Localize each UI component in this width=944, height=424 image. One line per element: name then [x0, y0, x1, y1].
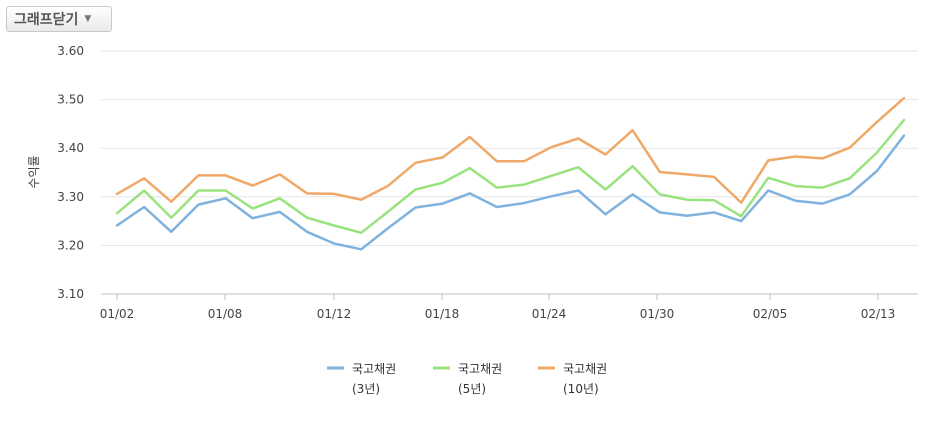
- y-tick-label: 3.60: [57, 44, 84, 58]
- legend-sub: (5년): [458, 382, 486, 396]
- y-tick-label: 3.20: [57, 238, 84, 252]
- x-tick-label: 02/05: [753, 307, 788, 321]
- series-line-2: [115, 96, 906, 204]
- legend-sub: (3년): [352, 382, 380, 396]
- grid-lines: [101, 50, 918, 295]
- x-tick-label: 01/24: [532, 307, 567, 321]
- legend-sub: (10년): [563, 382, 599, 396]
- y-axis: 3.10 3.20 3.30 3.40 3.50 3.60: [57, 44, 84, 301]
- legend-item-0[interactable]: 국고채권 (3년): [327, 362, 396, 396]
- x-tick-label: 01/18: [425, 307, 460, 321]
- y-tick-label: 3.50: [57, 93, 84, 107]
- caret-down-icon: ▼: [84, 14, 92, 24]
- y-tick-label: 3.10: [57, 287, 84, 301]
- legend-name: 국고채권: [458, 362, 502, 376]
- series-line-0: [115, 134, 906, 251]
- series-line-1: [115, 118, 906, 235]
- x-tick-label: 01/30: [640, 307, 675, 321]
- legend: 국고채권 (3년) 국고채권 (5년) 국고채권 (10년): [327, 362, 607, 396]
- series-lines: [115, 96, 906, 251]
- legend-name: 국고채권: [563, 362, 607, 376]
- x-tick-label: 01/12: [317, 307, 352, 321]
- graph-toggle-button[interactable]: 그래프닫기 ▼: [6, 6, 112, 32]
- x-tick-label: 02/13: [861, 307, 896, 321]
- x-tick-label: 01/02: [100, 307, 135, 321]
- legend-name: 국고채권: [352, 362, 396, 376]
- y-tick-label: 3.40: [57, 141, 84, 155]
- legend-item-1[interactable]: 국고채권 (5년): [433, 362, 502, 396]
- x-axis: 01/02 01/08 01/12 01/18 01/24 01/30 02/05 02/13: [100, 294, 896, 321]
- y-tick-label: 3.30: [57, 190, 84, 204]
- x-tick-label: 01/08: [208, 307, 243, 321]
- legend-item-2[interactable]: 국고채권 (10년): [538, 362, 607, 396]
- graph-toggle-label: 그래프닫기: [14, 12, 79, 28]
- y-axis-label: 수익률: [27, 155, 41, 188]
